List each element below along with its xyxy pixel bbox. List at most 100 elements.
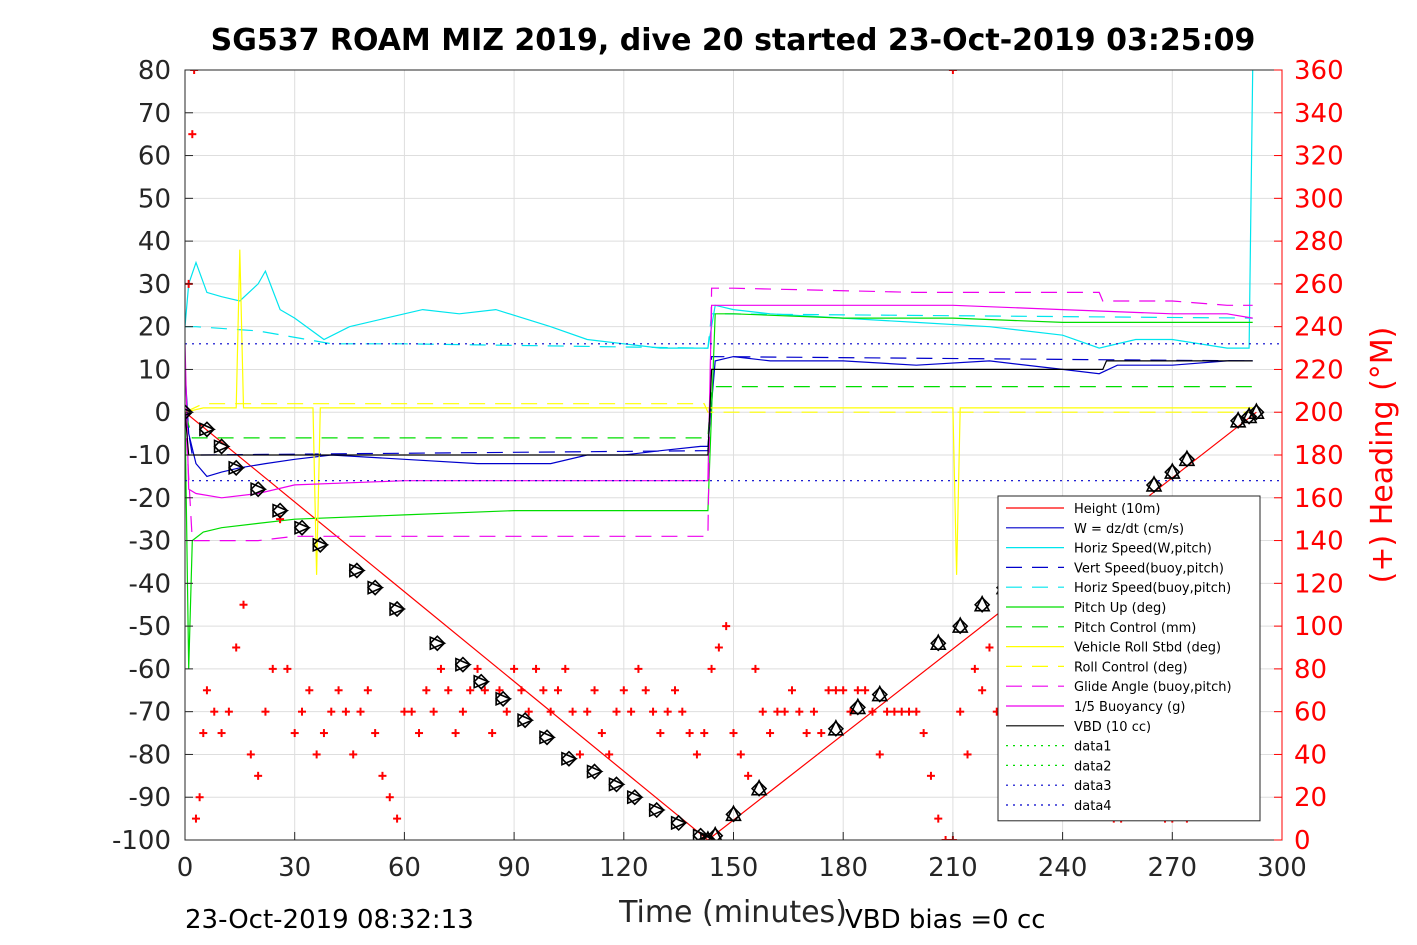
depth-marker-down <box>670 814 688 832</box>
depth-marker-down <box>429 635 447 652</box>
depth-marker-up <box>871 684 889 703</box>
y-tick-label: -30 <box>129 527 171 557</box>
heading-marker <box>532 664 541 673</box>
series-line-6 <box>185 386 1253 439</box>
heading-marker <box>298 707 307 716</box>
depth-diamond <box>293 519 311 536</box>
legend-label: Vert Speed(buoy,pitch) <box>1074 561 1224 576</box>
heading-marker <box>400 707 409 716</box>
heading-marker <box>199 729 208 738</box>
heading-marker <box>502 707 511 716</box>
heading-marker <box>744 771 753 780</box>
heading-marker <box>444 686 453 695</box>
heading-marker <box>839 686 848 695</box>
heading-marker <box>378 771 387 780</box>
right-tick-label: 260 <box>1294 270 1344 300</box>
depth-diamond <box>348 562 365 579</box>
heading-marker <box>327 707 336 716</box>
heading-marker <box>202 686 211 695</box>
depth-diamond <box>473 673 490 690</box>
depth-diamond <box>1164 463 1181 481</box>
depth-marker-down <box>388 600 407 618</box>
depth-marker-up <box>1229 410 1247 429</box>
series-line-3 <box>185 355 1253 456</box>
depth-diamond <box>560 750 578 767</box>
depth-marker-up <box>1248 402 1265 421</box>
depth-marker-up <box>1164 462 1181 481</box>
legend-label: Roll Control (deg) <box>1074 660 1188 675</box>
heading-marker <box>795 707 804 716</box>
heading-marker <box>246 750 255 759</box>
heading-marker <box>605 750 614 759</box>
heading-marker <box>780 707 789 716</box>
depth-diamond <box>750 780 768 797</box>
heading-marker <box>824 686 833 695</box>
legend-label: data4 <box>1074 799 1112 814</box>
heading-marker <box>853 686 862 695</box>
depth-marker-down <box>516 712 535 729</box>
heading-marker <box>524 707 533 716</box>
y-tick-label: 70 <box>138 99 171 129</box>
depth-diamond <box>849 699 866 716</box>
right-tick-label: 360 <box>1294 56 1344 86</box>
legend-label: Pitch Control (mm) <box>1074 621 1196 636</box>
depth-marker-down <box>626 789 644 806</box>
x-tick-label: 210 <box>928 853 978 883</box>
depth-diamond <box>827 720 845 737</box>
depth-marker-up <box>827 718 845 737</box>
y-tick-label: 0 <box>154 398 171 428</box>
depth-marker-up <box>1145 475 1163 494</box>
heading-marker <box>634 664 643 673</box>
heading-marker <box>956 707 965 716</box>
depth-marker-down <box>271 502 290 519</box>
heading-marker <box>678 707 687 716</box>
heading-marker <box>458 707 467 716</box>
depth-diamond <box>185 404 194 421</box>
legend-label: 1/5 Buoyancy (g) <box>1074 700 1185 715</box>
depth-diamond <box>707 827 724 840</box>
depth-marker-down <box>367 579 385 596</box>
depth-marker-up <box>707 825 724 840</box>
depth-diamond <box>250 481 267 498</box>
legend-label: data1 <box>1074 740 1112 755</box>
heading-marker <box>663 707 672 716</box>
heading-marker <box>210 707 219 716</box>
depth-diamond <box>930 635 947 652</box>
depth-diamond <box>608 776 625 793</box>
depth-diamond <box>198 421 216 438</box>
heading-marker <box>919 729 928 738</box>
heading-marker <box>948 70 957 74</box>
depth-diamond <box>648 801 665 819</box>
depth-diamond <box>586 763 603 780</box>
heading-marker <box>802 729 811 738</box>
right-tick-label: 240 <box>1294 313 1344 343</box>
heading-marker <box>875 750 884 759</box>
heading-marker <box>190 70 199 74</box>
heading-marker <box>319 729 328 738</box>
heading-marker <box>415 729 424 738</box>
heading-marker <box>546 707 555 716</box>
legend-label: Horiz Speed(buoy,pitch) <box>1074 581 1231 596</box>
depth-diamond <box>952 617 969 635</box>
y-tick-label: -10 <box>129 441 171 471</box>
depth-marker-up <box>973 594 991 613</box>
heading-marker <box>290 729 299 738</box>
depth-marker-down <box>608 776 626 793</box>
heading-marker <box>224 707 233 716</box>
legend-label: data3 <box>1074 779 1112 794</box>
heading-marker <box>341 707 350 716</box>
heading-marker <box>714 643 723 652</box>
depth-triangle <box>708 825 723 840</box>
depth-marker-up <box>929 633 947 652</box>
heading-marker <box>649 707 658 716</box>
heading-marker <box>627 707 636 716</box>
depth-marker-down <box>538 729 557 746</box>
depth-marker-down <box>494 690 513 707</box>
depth-marker-down <box>213 438 231 455</box>
heading-marker <box>480 686 489 695</box>
heading-marker <box>312 750 321 759</box>
series-line-7 <box>185 249 1253 575</box>
heading-marker <box>831 686 840 695</box>
y-tick-label: 10 <box>138 355 171 385</box>
y-tick-label: -40 <box>129 569 171 599</box>
